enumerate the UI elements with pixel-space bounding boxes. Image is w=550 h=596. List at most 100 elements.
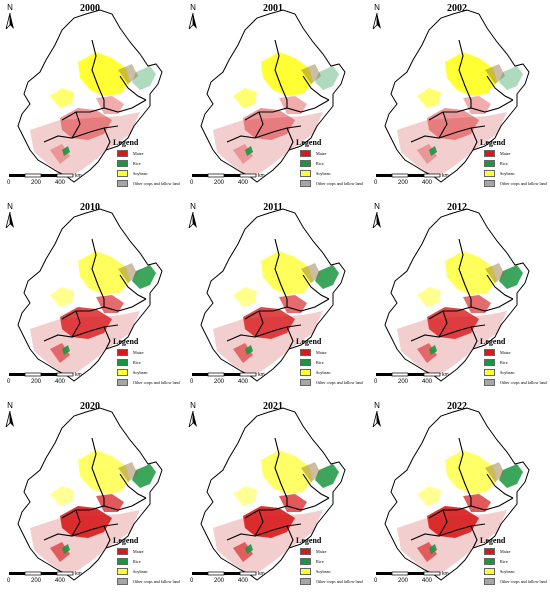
province-boundary [470,326,478,350]
legend: Legend Maize Rice Soybean Other crops and fa… [480,138,550,198]
year-title: 2020 [80,401,100,412]
legend-item: Other crops and fallow land [117,378,183,387]
legend: Legend Maize Rice Soybean Other crops and fa… [480,337,550,397]
legend-item: Other crops and fallow land [300,179,366,188]
crop-patch [30,311,140,377]
legend-item: Soybean [117,567,183,576]
crop-patch [96,96,124,114]
crop-patch [315,66,339,90]
scale-tick-label: 400 [422,578,433,584]
legend-title: Legend [480,536,506,545]
scale-tick-label: 200 [31,180,42,186]
crop-patch [463,96,491,114]
crop-patch [118,64,138,84]
scale-tick-label: 400 [55,379,66,385]
province-boundary [410,523,486,541]
crop-patch [485,64,505,84]
scale-tick-label: 200 [398,379,409,385]
region-outline [17,208,163,382]
legend-item: Maize [300,348,366,357]
province-boundary [470,525,478,549]
map-panel-2020: 2020 N Legend Maize Rice Soybean Other crops a… [0,398,183,596]
province-boundary [302,274,330,300]
north-label: N [374,401,380,410]
province-boundary [274,437,288,506]
legend-label: Soybean [316,171,331,176]
province-boundary [43,523,119,541]
legend-label: Other crops and fallow land [133,579,180,584]
scale-tick-label: 200 [31,578,42,584]
scale-unit-label: km [442,173,449,179]
legend-swatch [300,558,311,565]
map-panel-2021: 2021 N Legend Maize Rice Soybean Other crops a… [183,398,366,596]
province-boundary [103,326,111,350]
north-arrow-icon: N [370,202,384,228]
province-boundary [226,125,302,143]
legend-label: Soybean [500,370,515,375]
map-panel-2000: 2000 N Legend Maize Rice Soybean Other crops a… [0,0,183,198]
crop-patch [397,311,507,377]
legend-label: Rice [316,161,324,166]
north-arrow-icon: N [186,401,200,427]
province-boundary [470,127,478,151]
legend-swatch [300,578,311,585]
scale-unit-label: km [258,173,265,179]
legend-label: Other crops and fallow land [316,181,363,186]
crop-patch [417,287,441,307]
scale-tick-label: 400 [422,180,433,186]
legend-item: Maize [484,149,550,158]
scale-tick-label: 0 [374,180,378,186]
legend-item: Soybean [484,169,550,178]
legend-label: Maize [133,151,144,156]
map-panel-2022: 2022 N Legend Maize Rice Soybean Other crops a… [367,398,550,596]
legend-title: Legend [480,337,506,346]
map-panel-2012: 2012 N Legend Maize Rice Soybean Other crops a… [367,199,550,397]
crop-patch [62,146,70,156]
scale-tick-label: 0 [7,379,11,385]
legend-label: Soybean [500,569,515,574]
legend: Legend Maize Rice Soybean Other crops and fa… [296,138,366,198]
crop-patch [429,146,437,156]
legend-title: Legend [296,138,322,147]
province-boundary [302,75,330,101]
legend-label: Soybean [133,370,148,375]
crop-patch [427,108,479,140]
legend-swatch [300,379,311,386]
legend-swatch [300,548,311,555]
scale-bar: 0 200 400 km [370,370,450,392]
legend-label: Rice [500,360,508,365]
legend-label: Soybean [316,370,331,375]
scale-bar-graphic [376,173,441,178]
legend-swatch [117,170,128,177]
arrow-icon [188,212,197,228]
legend-title: Legend [113,536,139,545]
scale-unit-label: km [442,571,449,577]
province-boundary [274,39,288,108]
province-boundary [286,127,294,151]
region-outline [17,407,163,581]
north-arrow-icon: N [186,202,200,228]
legend-label: Other crops and fallow land [316,380,363,385]
legend-item: Soybean [300,169,366,178]
scale-tick-label: 200 [398,180,409,186]
legend-label: Rice [316,360,324,365]
legend-item: Rice [300,358,366,367]
crop-map [384,407,530,581]
legend-label: Rice [133,161,141,166]
region-outline [200,208,346,382]
crop-map [384,9,530,183]
crop-patch [429,345,437,355]
legend-swatch [117,558,128,565]
scale-bar-graphic [9,173,74,178]
legend-item: Other crops and fallow land [484,378,550,387]
province-boundary [410,125,486,143]
legend-label: Rice [133,559,141,564]
region-outline [384,407,530,581]
year-title: 2010 [80,202,100,213]
arrow-icon [188,411,197,427]
crop-patch [261,251,313,295]
crop-patch [301,263,321,283]
scale-bar: 0 200 400 km [186,569,266,591]
legend-item: Soybean [300,567,366,576]
